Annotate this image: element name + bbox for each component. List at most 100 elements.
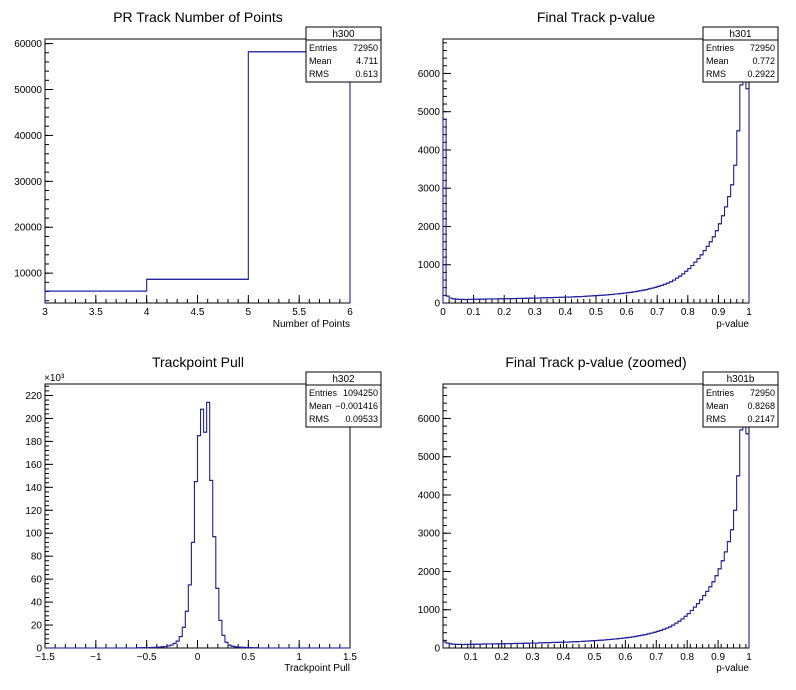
y-axis-multiplier: ×10³ bbox=[44, 373, 65, 384]
stats-mean-label: Mean bbox=[309, 401, 332, 411]
x-tick-label: −0.5 bbox=[137, 652, 157, 663]
tick-group: 0.1 0.2 0.3 0.4 0.5 0.6 0.7 0.8 0.9 1 0 1000 2000 300… bbox=[418, 387, 752, 663]
pad-trackpoint-pull: Trackpoint Pull ×10³ −1.5 −1 −0.5 0 0.5 1 1.5 0… bbox=[25, 354, 382, 674]
x-tick-label: 0.8 bbox=[680, 652, 694, 663]
stats-box-frame bbox=[305, 26, 382, 83]
stats-entries-value: 72950 bbox=[750, 388, 775, 398]
x-tick-label: −1.5 bbox=[35, 652, 55, 663]
y-tick-label: 10000 bbox=[14, 269, 42, 280]
x-tick-label: 3.5 bbox=[89, 307, 103, 318]
histogram-bars bbox=[44, 51, 351, 303]
stats-box: h301 Entries 72950 Mean 0.772 RMS 0.2922 bbox=[702, 26, 779, 83]
stats-box: h302 Entries 1094250 Mean −0.001416 RMS … bbox=[305, 371, 382, 428]
x-tick-label: 0.5 bbox=[589, 307, 603, 318]
stats-histogram-name: h301 bbox=[729, 29, 752, 40]
y-tick-label: 6000 bbox=[418, 69, 441, 80]
histogram-outline bbox=[45, 401, 350, 649]
y-tick-label: 1000 bbox=[418, 605, 441, 616]
stats-entries-label: Entries bbox=[309, 388, 338, 398]
stats-rms-value: 0.2147 bbox=[747, 414, 775, 424]
y-tick-label: 4000 bbox=[418, 145, 441, 156]
histogram-bars bbox=[442, 42, 750, 303]
x-axis-label: p-value bbox=[716, 319, 749, 330]
pad-pr-track-number-of-points: PR Track Number of Points 3 3.5 4 4.5 5 5.5 6 1… bbox=[14, 9, 382, 330]
y-tick-label: 200 bbox=[25, 414, 42, 425]
y-tick-label: 0 bbox=[434, 644, 440, 655]
tick-group: −1.5 −1 −0.5 0 0.5 1 1.5 0 20 40 60 80 100 120 140 160 1… bbox=[25, 385, 357, 663]
x-tick-label: 5.5 bbox=[292, 307, 306, 318]
x-tick-label: 0.2 bbox=[495, 652, 509, 663]
stats-box-frame bbox=[702, 371, 779, 428]
x-tick-label: 4 bbox=[144, 307, 150, 318]
stats-entries-label: Entries bbox=[309, 43, 338, 53]
histogram-bars bbox=[45, 401, 350, 649]
x-tick-label: 0.5 bbox=[241, 652, 255, 663]
y-tick-label: 0 bbox=[434, 299, 440, 310]
stats-histogram-name: h301b bbox=[727, 374, 755, 385]
histogram-bars bbox=[442, 387, 750, 648]
x-axis-label: Number of Points bbox=[273, 319, 350, 330]
stats-box-frame bbox=[702, 26, 779, 83]
x-axis-label: Trackpoint Pull bbox=[284, 663, 350, 674]
stats-box: h300 Entries 72950 Mean 4.711 RMS 0.613 bbox=[305, 26, 382, 83]
histogram-outline bbox=[442, 42, 750, 303]
stats-mean-value: 0.772 bbox=[752, 56, 775, 66]
x-tick-label: 1 bbox=[296, 652, 302, 663]
y-tick-label: 80 bbox=[31, 552, 43, 563]
y-tick-label: 30000 bbox=[14, 177, 42, 188]
x-tick-label: 0.1 bbox=[464, 652, 478, 663]
stats-entries-label: Entries bbox=[706, 388, 735, 398]
x-tick-label: 0 bbox=[195, 652, 201, 663]
stats-rms-value: 0.2922 bbox=[747, 69, 775, 79]
stats-mean-value: 0.8268 bbox=[747, 401, 775, 411]
x-tick-label: 0.8 bbox=[681, 307, 695, 318]
x-tick-label: 0.4 bbox=[558, 307, 572, 318]
x-tick-label: 1.5 bbox=[343, 652, 357, 663]
x-tick-label: 0.3 bbox=[526, 652, 540, 663]
x-tick-label: 1 bbox=[746, 307, 752, 318]
histogram-outline bbox=[44, 51, 351, 303]
y-tick-label: 160 bbox=[25, 460, 42, 471]
x-tick-label: 0.1 bbox=[467, 307, 481, 318]
stats-mean-label: Mean bbox=[706, 56, 729, 66]
x-tick-label: 0.3 bbox=[528, 307, 542, 318]
y-tick-label: 5000 bbox=[418, 452, 441, 463]
stats-box-frame bbox=[305, 371, 382, 428]
y-tick-label: 4000 bbox=[418, 490, 441, 501]
tick-group: 3 3.5 4 4.5 5 5.5 6 10000 20000 30000 40000 50000 60… bbox=[14, 39, 353, 318]
y-tick-label: 5000 bbox=[418, 107, 441, 118]
plot-frame bbox=[44, 383, 351, 649]
y-tick-label: 140 bbox=[25, 483, 42, 494]
y-tick-label: 0 bbox=[36, 644, 42, 655]
pad-final-track-p-value-zoomed: Final Track p-value (zoomed) 0.1 0.2 0.3 0.… bbox=[418, 354, 779, 674]
y-tick-label: 60000 bbox=[14, 39, 42, 50]
x-tick-label: 1 bbox=[746, 652, 752, 663]
y-tick-label: 6000 bbox=[418, 414, 441, 425]
stats-histogram-name: h300 bbox=[332, 29, 355, 40]
stats-mean-value: 4.711 bbox=[356, 56, 378, 66]
stats-entries-value: 72950 bbox=[353, 43, 378, 53]
y-tick-label: 2000 bbox=[418, 222, 441, 233]
x-tick-label: 0.5 bbox=[588, 652, 602, 663]
y-tick-label: 2000 bbox=[418, 567, 441, 578]
x-tick-label: 5 bbox=[246, 307, 252, 318]
x-tick-label: 0.7 bbox=[649, 652, 663, 663]
stats-rms-label: RMS bbox=[706, 414, 726, 424]
stats-mean-label: Mean bbox=[706, 401, 729, 411]
stats-rms-label: RMS bbox=[309, 414, 329, 424]
y-tick-label: 180 bbox=[25, 437, 42, 448]
plot-frame bbox=[44, 38, 351, 304]
x-tick-label: 0.2 bbox=[497, 307, 511, 318]
y-tick-label: 40 bbox=[31, 598, 43, 609]
x-tick-label: 0.7 bbox=[650, 307, 664, 318]
y-tick-label: 20000 bbox=[14, 223, 42, 234]
x-tick-label: 0 bbox=[440, 307, 446, 318]
x-tick-label: 0.9 bbox=[711, 307, 725, 318]
x-tick-label: 0.6 bbox=[618, 652, 632, 663]
stats-mean-label: Mean bbox=[309, 56, 332, 66]
y-tick-label: 50000 bbox=[14, 85, 42, 96]
y-tick-label: 60 bbox=[31, 575, 43, 586]
x-tick-label: 6 bbox=[347, 307, 353, 318]
stats-box: h301b Entries 72950 Mean 0.8268 RMS 0.21… bbox=[702, 371, 779, 428]
chart-title: Trackpoint Pull bbox=[152, 354, 244, 370]
